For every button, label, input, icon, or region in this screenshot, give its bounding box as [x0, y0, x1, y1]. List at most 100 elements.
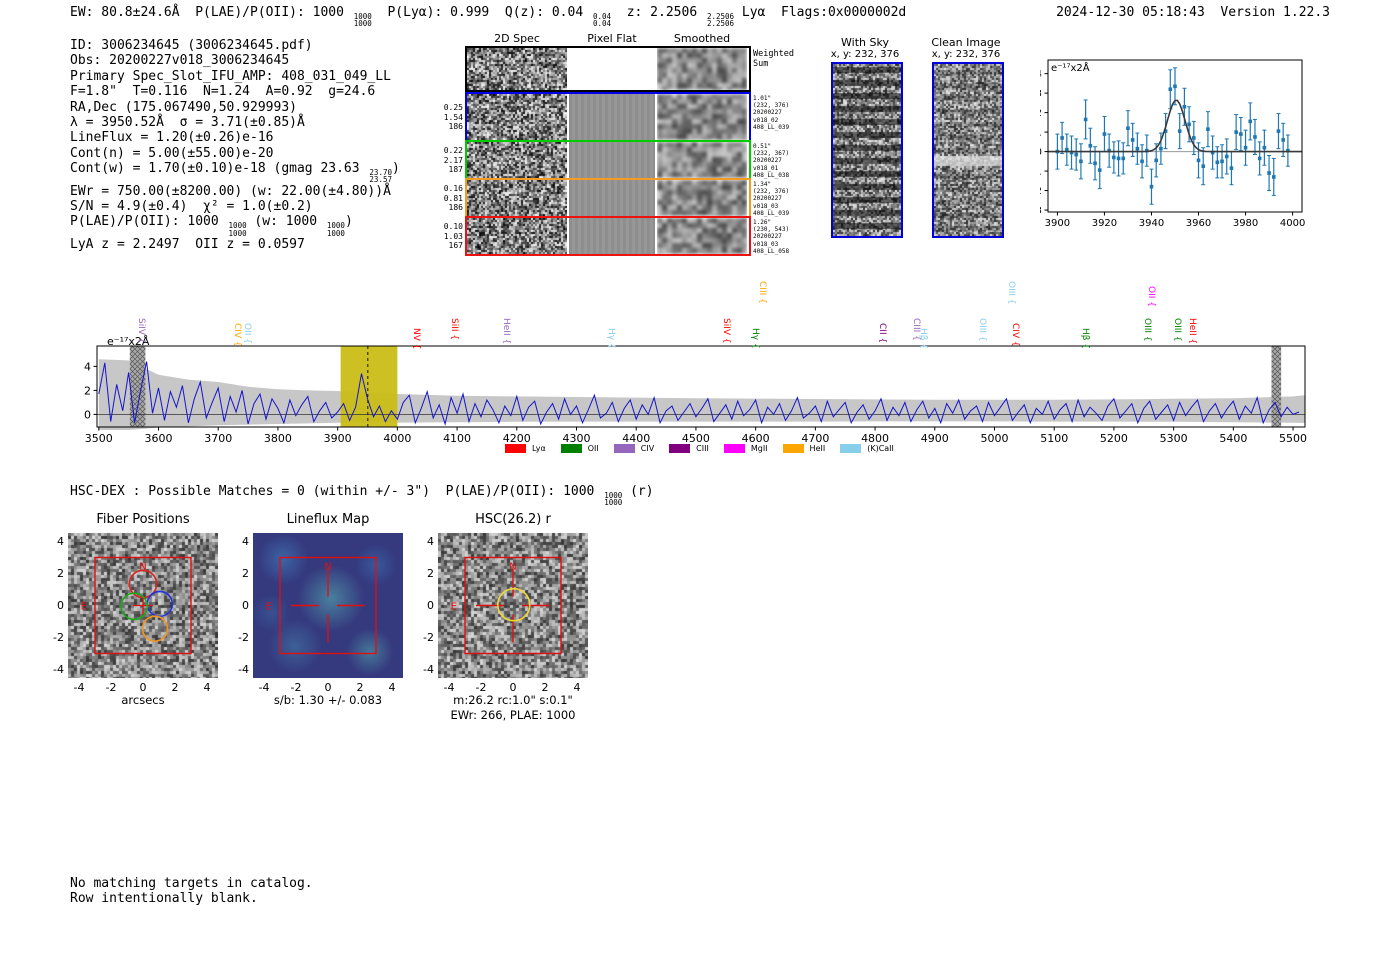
cutout-row-right-label: 0.51" (232, 367) 20200227 v018_01 408_LL_038 — [753, 143, 790, 179]
cutout-seg-smoothed — [657, 48, 747, 90]
x-tick: -2 — [475, 681, 487, 694]
spectral-line-label-heii: HeII { — [501, 318, 511, 345]
compass-north-label: N — [324, 562, 331, 573]
x-tick: -4 — [443, 681, 455, 694]
spectrum-legend: Lyα OII CIV CIII MgII HeII (K)CaII — [505, 444, 894, 453]
svg-text:5200: 5200 — [1100, 432, 1128, 445]
footer-line-1: Row intentionally blank. — [70, 891, 258, 907]
line-fit-zoom-chart: 4 3 2 1 0 -1 -2 -33900 3920 3940 3960 3980 4000 e⁻¹⁷x… — [1032, 50, 1310, 229]
panel-title-hsc_r: HSC(26.2) r — [475, 512, 551, 527]
svg-text:1: 1 — [1040, 128, 1042, 139]
svg-text:2: 2 — [1040, 108, 1042, 119]
spectral-line-label-oii: OII { — [1146, 286, 1156, 307]
x-tick: -4 — [258, 681, 270, 694]
spectral-line-label-h: Hγ { — [606, 328, 616, 349]
cutout-row-0: Weighted Sum — [465, 46, 794, 92]
spectral-line-label-oiii: OIII { — [1142, 318, 1152, 342]
line-fit-zoom-svg: 4 3 2 1 0 -1 -2 -33900 3920 3940 3960 3980 4000 e⁻¹⁷x… — [1032, 59, 1305, 229]
aperture-circle — [497, 587, 531, 622]
legend-item-ciii: CIII — [669, 444, 709, 453]
info-line-4: RA,Dec (175.067490,50.929993) — [70, 99, 297, 115]
panel-xlabel-fiber_positions: arcsecs — [121, 693, 165, 707]
legend-item-oii: OII — [560, 444, 599, 453]
lineflux_map-overlay: NE — [266, 556, 377, 655]
compass-north-label: N — [139, 562, 146, 573]
y-tick: 4 — [242, 534, 249, 548]
y-tick: -4 — [423, 662, 434, 676]
spectral-line-label-nv: NV { — [411, 328, 421, 350]
info-line-5: λ = 3950.52Å σ = 3.71(±0.85)Å — [70, 115, 305, 131]
svg-text:4400: 4400 — [622, 432, 650, 445]
spectral-line-label-h: Hβ { — [918, 328, 928, 350]
y-tick: 2 — [242, 566, 249, 580]
x-tick: 2 — [171, 681, 179, 694]
cutout-row-right-label: 1.01" (232, 376) 20200227 v018_02 408_LL_039 — [753, 95, 790, 131]
cutout-seg-smoothed — [657, 142, 747, 178]
svg-text:5500: 5500 — [1279, 432, 1307, 445]
info-line-8: Cont(w) = 1.70(±0.10)e-18 (gmag 23.63 23… — [70, 161, 400, 185]
spectral-line-label-siii: SiII { — [449, 318, 459, 341]
y-tick: -4 — [238, 662, 249, 676]
panel-title-fiber_positions: Fiber Positions — [96, 512, 190, 527]
info-line-1: Obs: 20200227v018_3006234645 — [70, 53, 290, 69]
sky-panel-coords: x, y: 232, 376 — [830, 49, 900, 60]
spectral-line-label-cii: CII { — [877, 323, 887, 344]
cutout-image — [657, 218, 747, 254]
cutout-col-header: Pixel Flat — [587, 32, 637, 45]
info-line-12: LyA z = 2.2497 OII z = 0.0597 — [70, 236, 305, 252]
compass-east-label: E — [266, 602, 272, 613]
svg-text:3900: 3900 — [324, 432, 352, 445]
spectral-line-label-siiv: SiIV { — [721, 318, 731, 344]
cutout-image — [467, 94, 567, 140]
svg-text:3800: 3800 — [264, 432, 292, 445]
y-tick: -2 — [238, 630, 249, 644]
svg-text:3960: 3960 — [1186, 218, 1211, 228]
x-tick: 0 — [509, 681, 517, 694]
spectral-line-label-oii: OII { — [242, 323, 252, 344]
y-tick: -2 — [423, 630, 434, 644]
clean-image — [932, 62, 1004, 238]
svg-text:4700: 4700 — [801, 432, 829, 445]
cutout-seg-smoothed — [657, 180, 747, 216]
cutout-row-left-label: 0.16 0.81 186 — [443, 184, 463, 212]
with-sky-image — [831, 62, 903, 238]
cutout-seg-pixelflat — [569, 48, 655, 90]
cutout-seg-smoothed — [657, 218, 747, 254]
cutout-row-left-label: 0.25 1.54 186 — [443, 103, 463, 131]
legend-label: CIII — [696, 444, 709, 453]
y-tick: 0 — [427, 598, 434, 612]
header-datetime-version: 2024-12-30 05:18:43 Version 1.22.3 — [1056, 5, 1330, 20]
legend-label: OII — [587, 444, 599, 453]
svg-text:5400: 5400 — [1219, 432, 1247, 445]
svg-text:4000: 4000 — [1280, 218, 1305, 228]
aperture-circle — [120, 592, 149, 621]
svg-text:-3: -3 — [1040, 206, 1042, 217]
fiber_positions-overlay: NE — [81, 556, 192, 655]
x-tick: -4 — [73, 681, 85, 694]
legend-swatch — [782, 444, 804, 453]
cutout-row-left-label: 0.22 2.17 187 — [443, 146, 463, 174]
panel-fiber_positions: N E -4 -4 -2 -2 0 0 2 2 4 4 — [53, 533, 218, 694]
cutout-seg-2dspec — [467, 94, 567, 140]
x-tick: 4 — [573, 681, 581, 694]
cutout-row-2: 0.22 2.17 187 0.51" (232, 367) 20200227 v018_0… — [444, 140, 789, 180]
cutout-image — [467, 142, 567, 178]
cutout-col-header: Smoothed — [673, 32, 731, 45]
sky-cutout-canvas — [833, 64, 901, 236]
panel-lineflux_map: N E -4 -4 -2 -2 0 0 2 2 4 4 — [238, 533, 403, 694]
cutout-image — [467, 180, 567, 216]
info-line-6: LineFlux = 1.20(±0.26)e-16 — [70, 130, 274, 146]
x-tick: 4 — [388, 681, 396, 694]
y-tick: 4 — [57, 534, 64, 548]
x-tick: 2 — [541, 681, 549, 694]
y-tick: -2 — [53, 630, 64, 644]
svg-text:4900: 4900 — [921, 432, 949, 445]
svg-text:0: 0 — [1040, 147, 1042, 158]
legend-swatch — [723, 444, 745, 453]
panel-xlabel-lineflux_map: s/b: 1.30 +/- 0.083 — [273, 693, 383, 707]
info-line-7: Cont(n) = 5.00(±55.00)e-20 — [70, 145, 274, 161]
sky-panel-coords: x, y: 232, 376 — [931, 49, 1001, 60]
svg-text:4800: 4800 — [861, 432, 889, 445]
svg-text:0: 0 — [84, 408, 91, 421]
sky-panel-title: With Sky — [841, 36, 889, 49]
